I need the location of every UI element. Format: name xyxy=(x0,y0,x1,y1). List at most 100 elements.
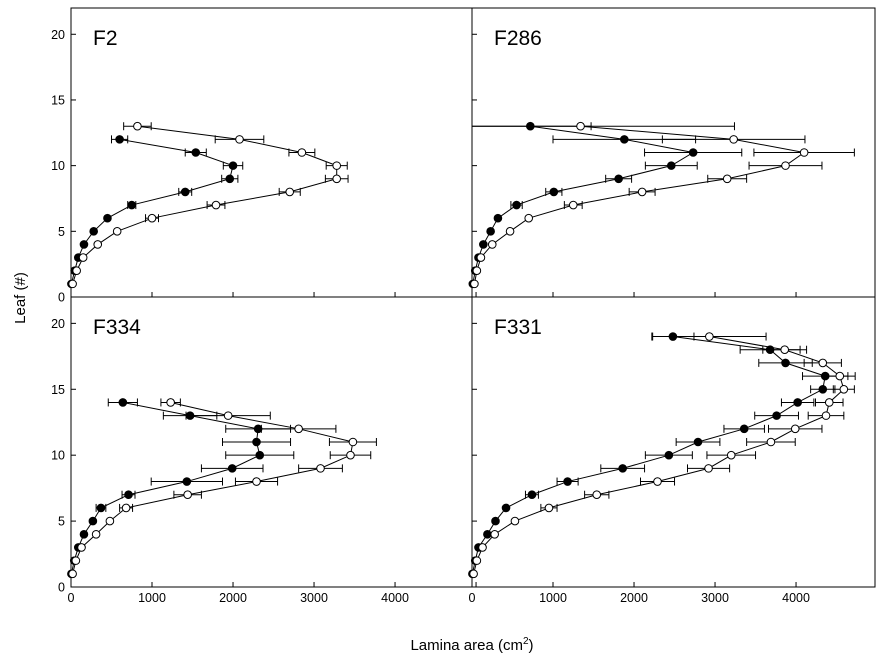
data-point-open xyxy=(91,529,101,539)
data-point-open xyxy=(729,135,738,144)
data-point-open xyxy=(524,213,534,223)
data-point-open xyxy=(576,121,585,131)
data-point-open xyxy=(510,516,520,526)
x-tick-label: 0 xyxy=(68,591,75,605)
panel-f2 xyxy=(67,121,349,289)
data-point-filled xyxy=(182,477,192,486)
data-point-open xyxy=(133,121,142,131)
data-point-open xyxy=(316,464,325,473)
panel-label-f286: F286 xyxy=(494,27,542,50)
data-point-filled xyxy=(89,227,98,236)
data-point-filled xyxy=(124,490,133,500)
data-point-open xyxy=(766,437,776,447)
y-tick-label: 5 xyxy=(58,225,65,239)
series-line-open xyxy=(72,401,354,574)
data-point-open xyxy=(490,529,499,539)
data-point-filled xyxy=(252,437,261,447)
y-tick-label: 20 xyxy=(51,317,65,331)
data-point-open xyxy=(346,450,355,460)
data-point-open xyxy=(478,543,487,552)
data-point-open xyxy=(93,240,103,249)
y-tick-label: 0 xyxy=(58,291,65,305)
panel-f286 xyxy=(468,121,855,289)
data-point-open xyxy=(235,135,244,144)
x-tick-label: 4000 xyxy=(381,591,409,605)
data-point-filled xyxy=(491,516,500,526)
data-point-open xyxy=(592,490,602,500)
x-tick-label: 2000 xyxy=(219,591,247,605)
data-point-open xyxy=(470,279,479,289)
data-point-open xyxy=(818,358,828,368)
series-line-open xyxy=(473,125,806,284)
y-tick-label: 5 xyxy=(58,515,65,529)
y-axis-label: Leaf (#) xyxy=(12,272,29,324)
data-point-filled xyxy=(549,187,559,197)
data-point-open xyxy=(78,253,88,262)
x-tick-label: 1000 xyxy=(138,591,166,605)
data-point-open xyxy=(252,477,261,486)
y-tick-label: 15 xyxy=(51,383,65,397)
data-point-filled xyxy=(88,516,98,526)
y-tick-label: 20 xyxy=(51,28,65,42)
data-point-filled xyxy=(619,135,629,144)
data-point-open xyxy=(799,148,809,157)
panel-label-f2: F2 xyxy=(93,27,118,50)
data-point-filled xyxy=(818,384,828,394)
data-point-filled xyxy=(614,174,623,184)
data-point-filled xyxy=(127,200,137,210)
data-point-filled xyxy=(618,464,627,473)
data-point-open xyxy=(544,503,554,513)
x-tick-label: 2000 xyxy=(620,591,648,605)
data-point-open xyxy=(121,503,131,513)
data-point-filled xyxy=(527,490,537,500)
data-point-open xyxy=(780,345,789,355)
series-line-open xyxy=(72,125,338,285)
data-point-open xyxy=(476,253,486,262)
data-point-open xyxy=(505,227,515,236)
panel-label-f334: F334 xyxy=(93,316,141,339)
data-point-filled xyxy=(191,148,201,157)
panel-label-f331: F331 xyxy=(494,316,542,339)
data-point-filled xyxy=(103,213,112,223)
data-point-filled xyxy=(479,240,488,249)
data-point-open xyxy=(285,187,295,197)
data-point-open xyxy=(297,148,307,157)
data-point-filled xyxy=(512,200,521,210)
data-point-open xyxy=(835,371,845,381)
data-point-open xyxy=(72,266,81,276)
data-point-open xyxy=(71,556,81,565)
data-point-open xyxy=(653,477,662,486)
x-axis-label: Lamina area (cm2) xyxy=(410,636,533,654)
y-tick-label: 10 xyxy=(51,159,65,173)
data-point-filled xyxy=(225,174,235,184)
data-point-filled xyxy=(79,529,89,539)
x-tick-label: 1000 xyxy=(539,591,567,605)
data-point-open xyxy=(332,174,342,184)
x-tick-label: 3000 xyxy=(300,591,328,605)
series-line-filled xyxy=(70,401,261,574)
series-line-filled xyxy=(472,125,695,284)
data-point-filled xyxy=(115,135,124,144)
data-point-filled xyxy=(693,437,703,447)
data-point-filled xyxy=(79,240,89,249)
data-point-open xyxy=(68,569,77,579)
x-tick-label: 3000 xyxy=(701,591,729,605)
y-tick-label: 0 xyxy=(58,581,65,595)
data-point-open xyxy=(294,424,303,434)
data-point-open xyxy=(147,213,157,223)
data-point-filled xyxy=(772,411,781,420)
data-point-open xyxy=(211,200,221,210)
x-tick-label: 4000 xyxy=(782,591,810,605)
data-point-open xyxy=(332,161,342,170)
data-point-filled xyxy=(227,464,237,473)
data-point-open xyxy=(821,411,831,420)
data-point-open xyxy=(472,556,482,565)
data-point-open xyxy=(839,384,849,394)
data-point-open xyxy=(112,227,122,236)
data-point-filled xyxy=(739,424,749,434)
data-point-open xyxy=(487,240,497,249)
data-point-filled xyxy=(118,398,128,407)
y-tick-label: 10 xyxy=(51,449,65,463)
data-point-open xyxy=(790,424,800,434)
